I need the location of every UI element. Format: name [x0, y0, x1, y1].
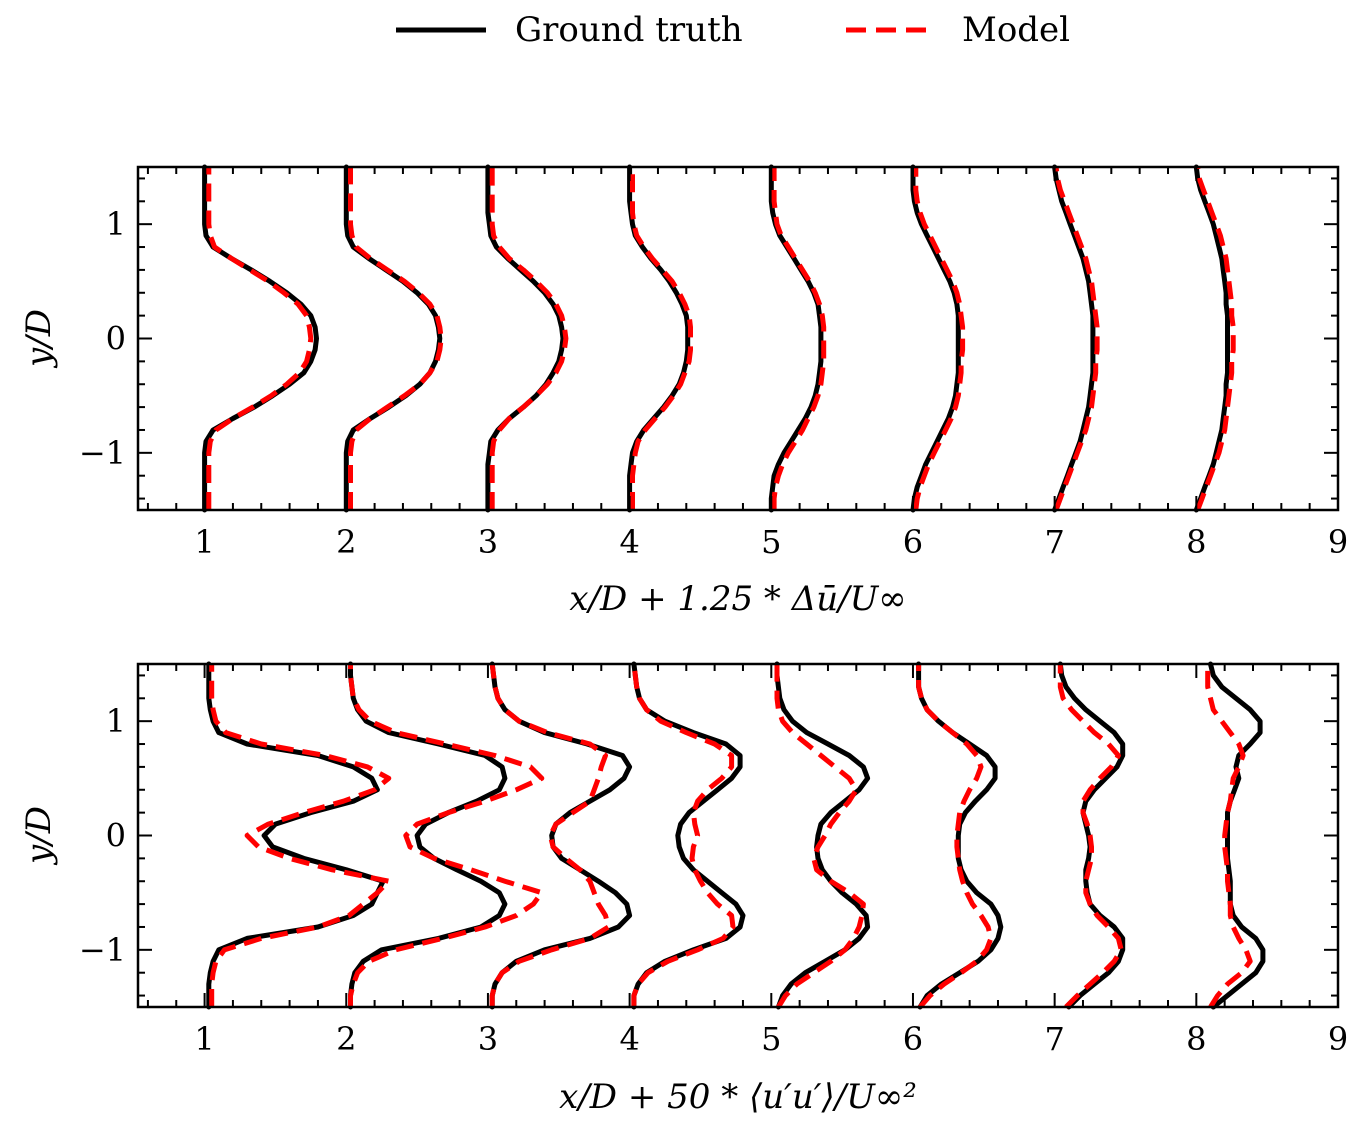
top-xtick-label: 6 [903, 523, 923, 561]
bottom-xtick-label: 1 [194, 1020, 214, 1058]
bottom-model-line-x1 [209, 664, 392, 1007]
panel-top: 1 2 3 4 5 6 7 8 9 −1 0 1 x/D + 1.25 * Δū/U∞ y/D [19, 164, 1348, 619]
bottom-xtick-label: 9 [1328, 1020, 1348, 1058]
top-curves [202, 164, 1236, 513]
top-xtick-label: 2 [336, 523, 356, 561]
bottom-xtick-label: 8 [1186, 1020, 1206, 1058]
top-model-line-x4 [630, 167, 693, 510]
bottom-model-line-x3 [489, 663, 611, 1007]
bottom-model-line-x7 [1057, 664, 1124, 1009]
top-xtick-label: 9 [1328, 523, 1348, 561]
legend-ground-truth-label: Ground truth [515, 10, 743, 50]
bottom-xtick-label: 4 [619, 1020, 639, 1058]
top-model-line-x8 [1195, 166, 1236, 511]
bottom-ground-truth-line-x1 [206, 661, 386, 1010]
bottom-model-line-x8 [1205, 664, 1253, 1009]
bottom-ticks: 1 2 3 4 5 6 7 8 9 −1 0 1 [79, 664, 1348, 1058]
top-xtick-label: 4 [619, 523, 639, 561]
bottom-ytick-label: 0 [106, 817, 126, 855]
top-model-line-x6 [913, 167, 966, 511]
bottom-model-line-x5 [774, 664, 866, 1009]
bottom-model-line-x2 [348, 664, 545, 1007]
top-xtick-label: 3 [478, 523, 498, 561]
bottom-plot-frame [136, 662, 1340, 1009]
top-ground-truth-line-x1 [202, 164, 319, 513]
bottom-xlabel: x/D + 50 * ⟨u′u′⟩/U∞² [559, 1077, 917, 1117]
legend-model-label: Model [962, 10, 1070, 50]
bottom-ground-truth-line-x8 [1208, 661, 1266, 1010]
top-ylabel: y/D [19, 309, 59, 369]
top-ytick-label: −1 [79, 434, 126, 472]
top-ground-truth-line-x2 [343, 164, 443, 513]
top-ground-truth-line-x3 [485, 164, 566, 513]
bottom-model-line-x6 [916, 664, 994, 1009]
bottom-xtick-label: 7 [1044, 1020, 1064, 1058]
top-ytick-label: 0 [106, 320, 126, 358]
top-model-line-x3 [489, 167, 569, 510]
bottom-ground-truth-line-x2 [348, 661, 508, 1010]
bottom-model-line-x4 [631, 663, 736, 1007]
top-ground-truth-line-x8 [1193, 164, 1230, 513]
top-xlabel: x/D + 1.25 * Δū/U∞ [569, 579, 906, 619]
bottom-xtick-label: 6 [903, 1020, 923, 1058]
bottom-curves [206, 661, 1266, 1010]
top-xtick-label: 1 [194, 523, 214, 561]
bottom-ground-truth-line-x6 [916, 661, 1004, 1010]
top-xtick-label: 5 [761, 523, 781, 561]
top-ytick-label: 1 [106, 205, 126, 243]
top-ticks: 1 2 3 4 5 6 7 8 9 −1 0 1 [79, 167, 1348, 561]
bottom-xtick-label: 3 [478, 1020, 498, 1058]
top-model-line-x7 [1053, 166, 1100, 511]
bottom-ytick-label: 1 [106, 702, 126, 740]
top-xtick-label: 7 [1044, 523, 1064, 561]
top-model-line-x5 [771, 167, 827, 510]
top-model-line-x2 [348, 167, 444, 510]
top-plot-frame [136, 165, 1340, 512]
panel-bottom: 1 2 3 4 5 6 7 8 9 −1 0 1 x/D + 50 * ⟨u′u′⟩/U∞² y/D [19, 661, 1348, 1117]
bottom-ylabel: y/D [19, 806, 59, 866]
bottom-xtick-label: 2 [336, 1020, 356, 1058]
top-xtick-label: 8 [1186, 523, 1206, 561]
top-model-line-x1 [206, 167, 314, 510]
legend: Ground truth Model [396, 10, 1070, 50]
bottom-ytick-label: −1 [79, 931, 126, 969]
top-ground-truth-line-x6 [910, 164, 961, 513]
top-ground-truth-line-x4 [627, 164, 691, 513]
bottom-xtick-label: 5 [761, 1020, 781, 1058]
